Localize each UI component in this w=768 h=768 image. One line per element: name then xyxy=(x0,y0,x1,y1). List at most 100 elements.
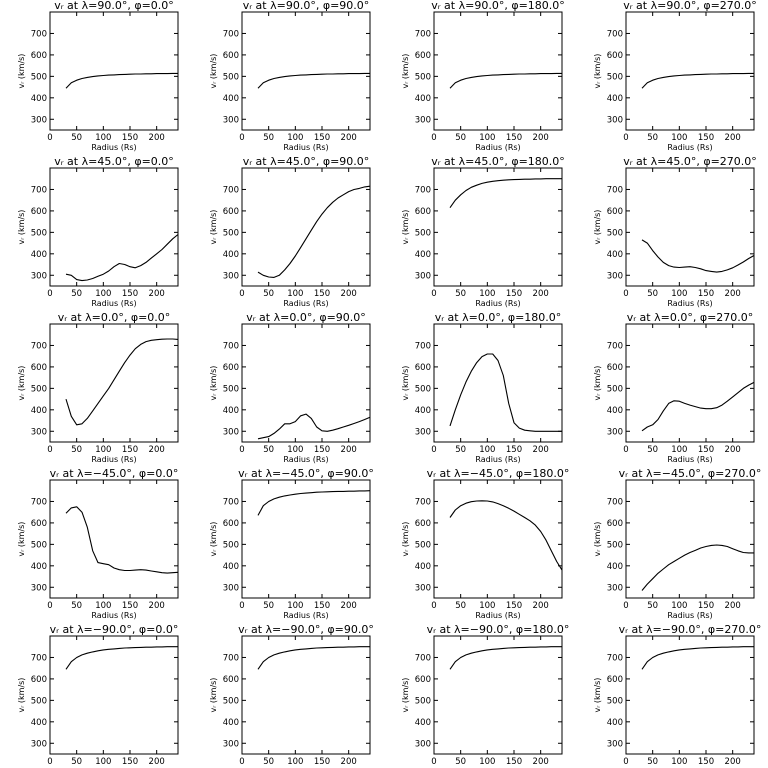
y-tick-label: 700 xyxy=(223,29,239,39)
x-tick-label: 200 xyxy=(341,757,357,767)
x-tick-label: 200 xyxy=(725,601,741,611)
y-tick-label: 300 xyxy=(31,115,47,125)
x-tick-label: 50 xyxy=(71,757,82,767)
panel-19: vᵣ at λ=−90.0°, φ=180.0° 0 50 100 150 200 300 4… xyxy=(401,623,569,768)
x-tick-label: 150 xyxy=(122,133,138,143)
y-tick-label: 300 xyxy=(31,583,47,593)
plot-frame xyxy=(625,635,755,755)
y-tick-label: 300 xyxy=(31,271,47,281)
y-axis-label: vᵣ (km/s) xyxy=(401,678,410,713)
panel-4: vᵣ at λ=90.0°, φ=270.0° 0 50 100 150 200 300 40… xyxy=(593,0,757,152)
y-axis-label: vᵣ (km/s) xyxy=(593,54,602,89)
y-tick-label: 400 xyxy=(415,406,431,416)
x-tick-label: 150 xyxy=(506,601,522,611)
x-tick-label: 200 xyxy=(149,289,165,299)
y-tick-label: 500 xyxy=(223,696,239,706)
y-tick-label: 600 xyxy=(223,363,239,373)
panel-16: vᵣ at λ=−45.0°, φ=270.0° 0 50 100 150 200 300 4… xyxy=(593,467,761,620)
x-tick-label: 50 xyxy=(647,601,658,611)
x-tick-label: 0 xyxy=(623,445,628,455)
panel-13: vᵣ at λ=−45.0°, φ=0.0° 0 50 100 150 200 300 400… xyxy=(17,467,179,620)
panel-title: vᵣ at λ=−90.0°, φ=90.0° xyxy=(238,623,374,636)
y-tick-label: 400 xyxy=(31,562,47,572)
y-tick-label: 700 xyxy=(223,185,239,195)
y-axis-label: vᵣ (km/s) xyxy=(593,522,602,557)
y-tick-label: 500 xyxy=(415,384,431,394)
y-axis-label: vᵣ (km/s) xyxy=(209,366,218,401)
plot-frame xyxy=(49,167,179,287)
x-tick-label: 200 xyxy=(533,289,549,299)
y-tick-label: 500 xyxy=(31,228,47,238)
y-tick-label: 400 xyxy=(223,562,239,572)
panel-title: vᵣ at λ=−45.0°, φ=270.0° xyxy=(619,467,762,480)
y-tick-label: 700 xyxy=(31,341,47,351)
x-tick-label: 200 xyxy=(725,757,741,767)
panel-title: vᵣ at λ=90.0°, φ=180.0° xyxy=(431,0,565,12)
series-line xyxy=(257,646,370,670)
x-tick-label: 150 xyxy=(122,289,138,299)
panel-title: vᵣ at λ=45.0°, φ=90.0° xyxy=(243,155,370,168)
panel-12: vᵣ at λ=0.0°, φ=270.0° 0 50 100 150 200 300 400… xyxy=(593,311,755,464)
y-tick-label: 400 xyxy=(607,250,623,260)
y-tick-label: 500 xyxy=(223,384,239,394)
plot-frame xyxy=(241,479,371,599)
plot-frame xyxy=(49,11,179,131)
y-tick-label: 500 xyxy=(31,696,47,706)
panel-15: vᵣ at λ=−45.0°, φ=180.0° 0 50 100 150 200 300 4… xyxy=(401,467,569,620)
y-tick-label: 300 xyxy=(223,739,239,749)
x-axis-label: Radius (Rs) xyxy=(91,455,136,464)
y-axis-label: vᵣ (km/s) xyxy=(401,522,410,557)
y-tick-label: 400 xyxy=(607,562,623,572)
y-tick-label: 300 xyxy=(415,739,431,749)
y-axis-label: vᵣ (km/s) xyxy=(401,210,410,245)
y-tick-label: 300 xyxy=(607,271,623,281)
series-line xyxy=(257,72,370,89)
y-tick-label: 400 xyxy=(607,406,623,416)
panel-11: vᵣ at λ=0.0°, φ=180.0° 0 50 100 150 200 300 400… xyxy=(401,311,563,464)
y-tick-label: 700 xyxy=(31,497,47,507)
x-tick-label: 50 xyxy=(455,757,466,767)
plot-frame xyxy=(433,323,563,443)
x-tick-label: 0 xyxy=(47,757,52,767)
series-line xyxy=(65,234,179,282)
x-tick-label: 100 xyxy=(287,757,303,767)
x-axis-label: Radius (Rs) xyxy=(91,299,136,308)
x-tick-label: 100 xyxy=(95,445,111,455)
plot-frame xyxy=(241,323,371,443)
x-tick-label: 50 xyxy=(455,289,466,299)
y-tick-label: 400 xyxy=(223,250,239,260)
y-tick-label: 500 xyxy=(415,228,431,238)
x-tick-label: 150 xyxy=(314,289,330,299)
y-tick-label: 500 xyxy=(415,696,431,706)
x-axis-label: Radius (Rs) xyxy=(475,611,520,620)
x-tick-label: 100 xyxy=(671,601,687,611)
y-tick-label: 400 xyxy=(31,406,47,416)
plot-frame xyxy=(49,323,179,443)
y-tick-label: 500 xyxy=(607,540,623,550)
y-tick-label: 600 xyxy=(31,675,47,685)
panel-title: vᵣ at λ=−45.0°, φ=0.0° xyxy=(50,467,179,480)
y-tick-label: 300 xyxy=(223,583,239,593)
x-tick-label: 150 xyxy=(506,445,522,455)
panel-3: vᵣ at λ=90.0°, φ=180.0° 0 50 100 150 200 300 40… xyxy=(401,0,565,152)
x-axis-label: Radius (Rs) xyxy=(667,299,712,308)
y-tick-label: 600 xyxy=(607,363,623,373)
y-tick-label: 600 xyxy=(415,207,431,217)
panel-8: vᵣ at λ=45.0°, φ=270.0° 0 50 100 150 200 300 40… xyxy=(593,155,757,308)
y-tick-label: 500 xyxy=(607,72,623,82)
series-line xyxy=(257,185,371,278)
y-tick-label: 700 xyxy=(31,185,47,195)
y-tick-label: 700 xyxy=(31,653,47,663)
y-tick-label: 600 xyxy=(31,519,47,529)
x-tick-label: 0 xyxy=(623,289,628,299)
x-tick-label: 0 xyxy=(47,601,52,611)
x-tick-label: 150 xyxy=(698,757,714,767)
y-axis-label: vᵣ (km/s) xyxy=(401,54,410,89)
y-tick-label: 600 xyxy=(223,519,239,529)
x-tick-label: 200 xyxy=(149,445,165,455)
x-tick-label: 100 xyxy=(95,601,111,611)
x-tick-label: 150 xyxy=(122,445,138,455)
y-tick-label: 600 xyxy=(31,207,47,217)
y-tick-label: 600 xyxy=(415,675,431,685)
y-axis-label: vᵣ (km/s) xyxy=(17,678,26,713)
